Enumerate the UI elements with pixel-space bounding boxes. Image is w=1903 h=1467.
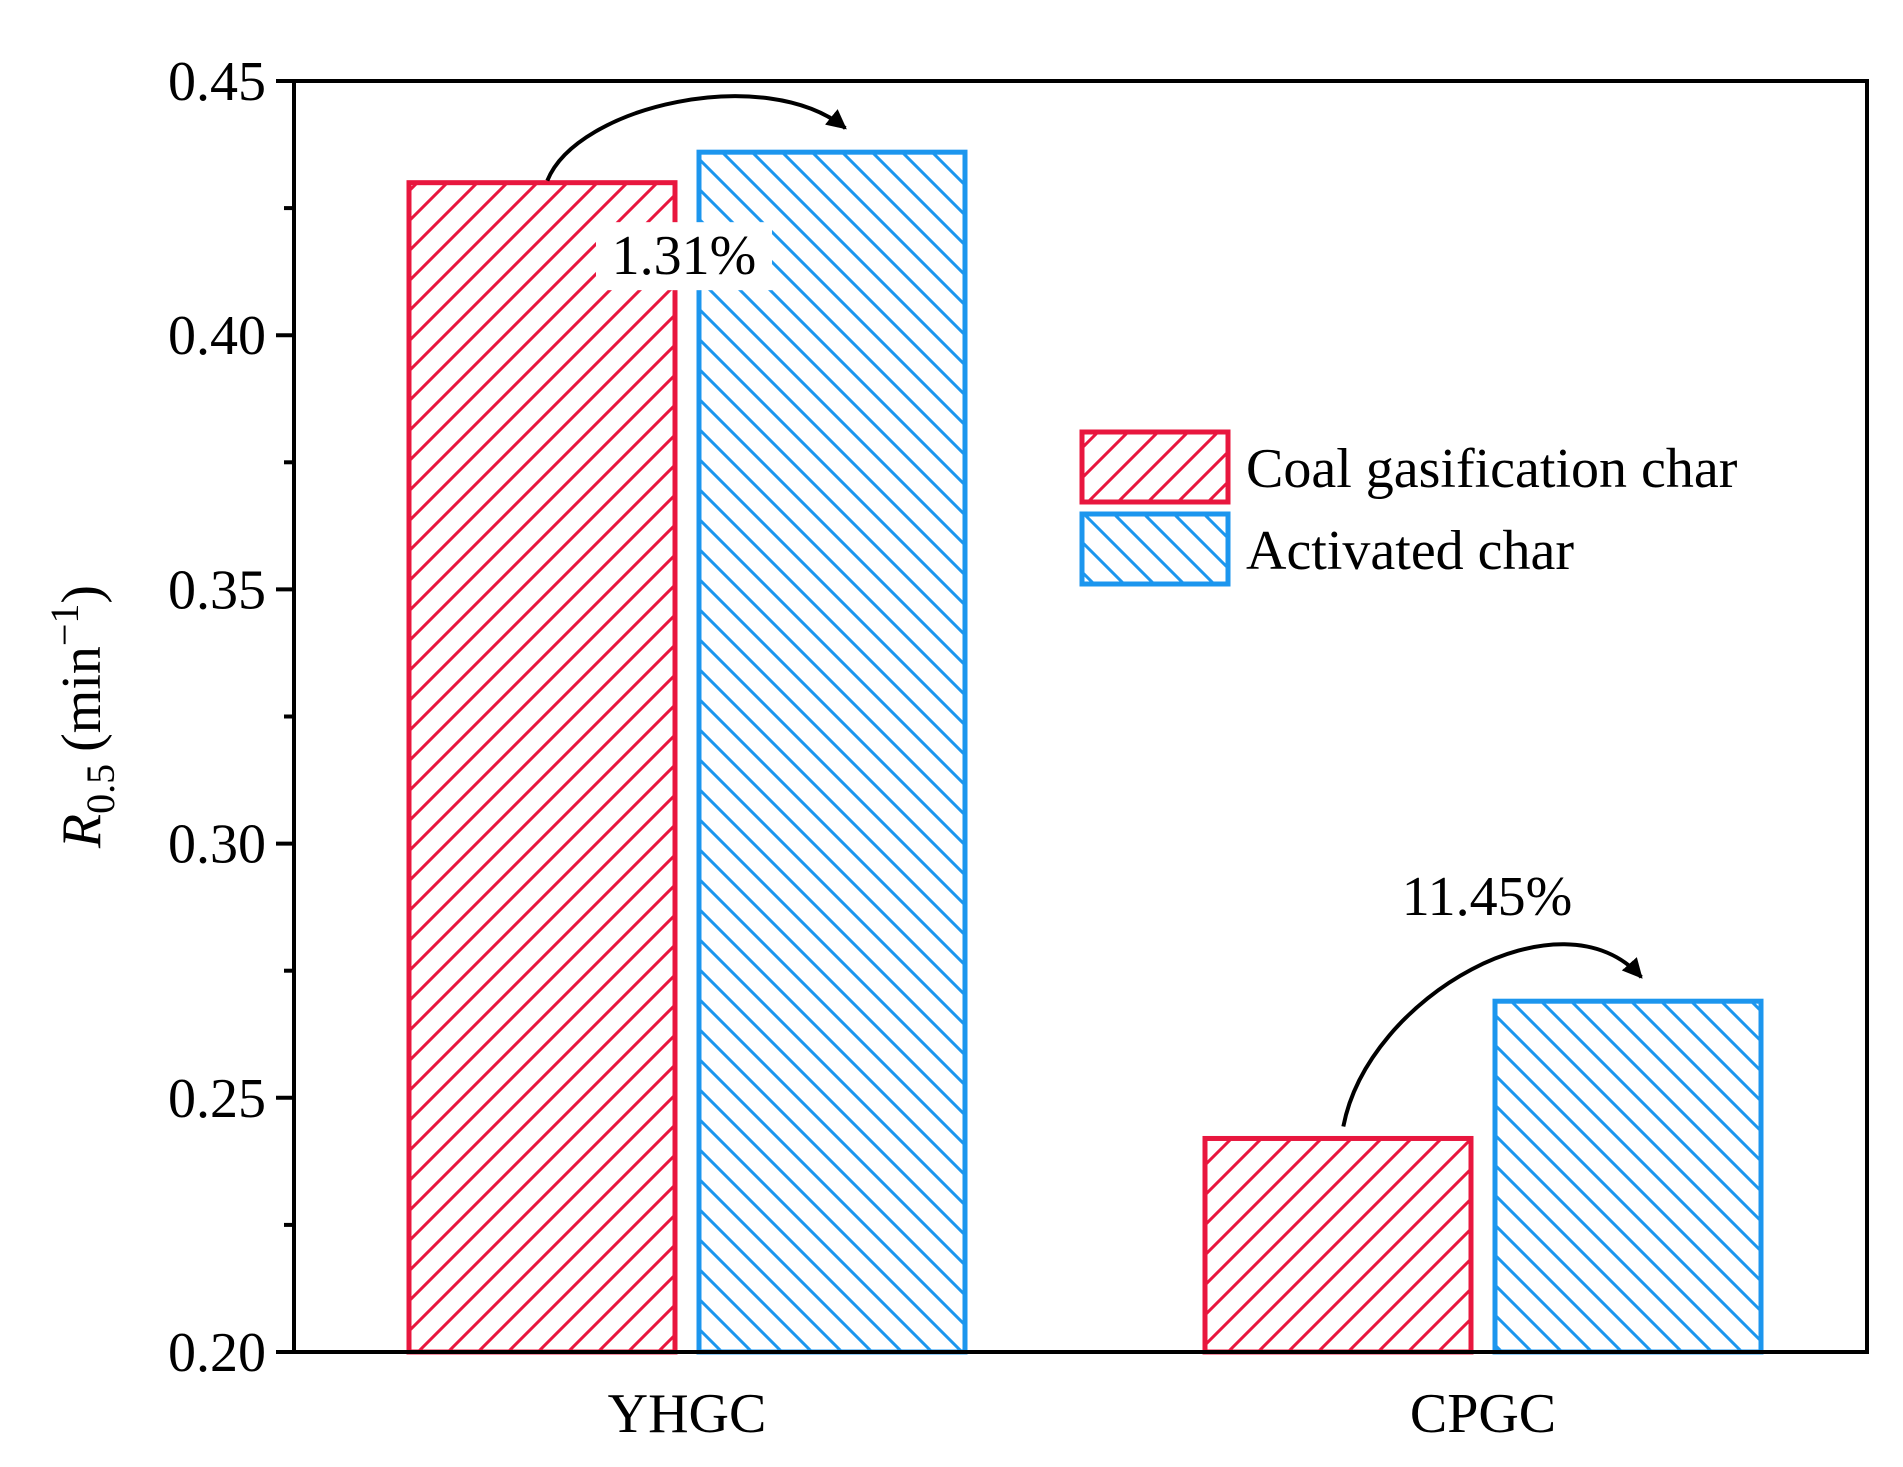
y-tick-label: 0.45: [168, 51, 266, 113]
legend-label: Activated char: [1246, 520, 1574, 582]
x-axis: YHGC CPGC: [608, 1383, 1556, 1445]
growth-arrow: [545, 94, 847, 182]
y-tick-label: 0.35: [168, 559, 266, 621]
y-tick-label: 0.40: [168, 305, 266, 367]
annotation-background: [596, 222, 772, 291]
bar-yhgc-activated-char: [696, 149, 968, 1355]
legend: Coal gasification char Activated char: [1079, 429, 1738, 587]
x-tick-label: CPGC: [1410, 1383, 1556, 1445]
y-axis-title: R0.5 (min−1): [42, 585, 123, 849]
y-tick-label: 0.25: [168, 1068, 266, 1130]
y-axis-unit-open: (min: [51, 646, 113, 752]
bar-cpgc-coal-gasification-char: [1202, 1135, 1474, 1355]
y-tick-label: 0.20: [168, 1322, 266, 1384]
bars-layer: [406, 149, 1764, 1355]
bar-yhgc-coal-gasification-char: [406, 180, 678, 1355]
legend-swatch-coal-gasification-char: [1079, 429, 1231, 505]
legend-label: Coal gasification char: [1246, 438, 1738, 500]
percent-increase-label: 1.31%: [612, 225, 757, 287]
y-axis-unit-sup: −1: [42, 604, 87, 647]
bar-cpgc-activated-char: [1492, 998, 1764, 1355]
legend-swatch-activated-char: [1079, 511, 1231, 587]
y-axis-symbol: R: [51, 814, 113, 849]
percent-increase-label: 11.45%: [1402, 866, 1573, 928]
x-tick-label: YHGC: [608, 1383, 767, 1445]
y-axis-unit-close: ): [51, 585, 113, 604]
y-axis: 0.20 0.25 0.30 0.35 0.40 0.45: [168, 51, 294, 1384]
y-tick-label: 0.30: [168, 814, 266, 876]
growth-arrow: [1341, 942, 1643, 1127]
annotations-layer: 1.31% 11.45%: [545, 94, 1643, 1127]
y-axis-subscript: 0.5: [78, 764, 123, 814]
